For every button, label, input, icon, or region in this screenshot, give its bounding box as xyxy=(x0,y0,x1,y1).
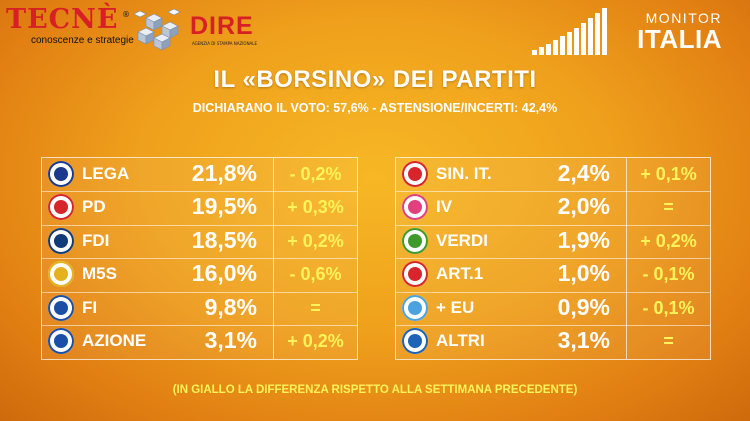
row-separator xyxy=(42,292,357,293)
party-row: M5S 16,0% - 0,6% xyxy=(42,258,357,291)
party-row: AZIONE 3,1% + 0,2% xyxy=(42,325,357,358)
party-name: + EU xyxy=(436,298,475,317)
party-row: FI 9,8% = xyxy=(42,292,357,325)
weekly-change: = xyxy=(663,197,674,217)
party-name: AZIONE xyxy=(82,331,147,350)
weekly-change: = xyxy=(310,298,321,318)
verdi-logo-icon xyxy=(402,228,428,254)
weekly-change: + 0,2% xyxy=(640,231,697,251)
party-share: 1,0% xyxy=(557,260,610,286)
weekly-change: - 0,2% xyxy=(289,164,342,184)
logo-mark xyxy=(54,234,68,248)
party-name: ALTRI xyxy=(436,331,485,350)
chart-subtitle: DICHIARANO IL VOTO: 57,6% - ASTENSIONE/I… xyxy=(192,101,558,115)
row-separator xyxy=(42,258,357,259)
logo-mark xyxy=(408,167,422,181)
row-separator xyxy=(42,325,357,326)
party-row: VERDI 1,9% + 0,2% xyxy=(396,225,710,258)
weekly-change: - 0,6% xyxy=(289,264,342,284)
m5s-logo-icon xyxy=(48,261,74,287)
monitor-italia-logo: MONITOR ITALIA xyxy=(532,8,722,56)
fdi-logo-icon xyxy=(48,228,74,254)
weekly-change: + 0,2% xyxy=(287,331,344,351)
right-results-table: SIN. IT. 2,4% + 0,1% IV 2,0% = VERDI 1,9% + 0,2%… xyxy=(395,157,711,360)
party-row: ALTRI 3,1% = xyxy=(396,325,710,358)
row-separator xyxy=(396,191,710,192)
logo-mark xyxy=(408,200,422,214)
row-separator xyxy=(396,258,710,259)
logo-mark xyxy=(408,334,422,348)
italia-viva-logo-icon xyxy=(402,194,428,220)
party-name: FDI xyxy=(82,231,110,250)
party-row: IV 2,0% = xyxy=(396,191,710,224)
chart-title: IL «BORSINO» DEI PARTITI xyxy=(213,66,537,93)
party-name: SIN. IT. xyxy=(436,164,492,183)
party-name: M5S xyxy=(82,264,117,283)
pd-logo-icon xyxy=(48,194,74,220)
party-name: VERDI xyxy=(436,231,488,250)
weekly-change: + 0,1% xyxy=(640,164,697,184)
logo-mark xyxy=(54,334,68,348)
party-row: SIN. IT. 2,4% + 0,1% xyxy=(396,158,710,191)
cubes-logo-icon xyxy=(133,8,181,51)
weekly-change: + 0,2% xyxy=(287,231,344,251)
registered-mark: ® xyxy=(122,10,130,19)
party-name: LEGA xyxy=(82,164,130,183)
logo-mark xyxy=(408,234,422,248)
tecne-logo-text: TECNÈ xyxy=(6,4,119,35)
dire-tagline: AGENZIA DI STAMPA NAZIONALE xyxy=(192,41,258,46)
fi-logo-icon xyxy=(48,295,74,321)
monitor-label: MONITOR xyxy=(645,10,722,26)
party-name: ART.1 xyxy=(436,264,484,283)
party-name: PD xyxy=(82,197,106,216)
party-row: ART.1 1,0% - 0,1% xyxy=(396,258,710,291)
row-separator xyxy=(42,225,357,226)
party-share: 1,9% xyxy=(557,227,610,253)
header-logos: TECNÈ ® conoscenze e strategie DIRE AGEN… xyxy=(6,4,266,52)
party-row: LEGA 21,8% - 0,2% xyxy=(42,158,357,191)
row-separator xyxy=(396,225,710,226)
azione-logo-icon xyxy=(48,328,74,354)
party-share: 21,8% xyxy=(191,160,257,186)
logo-mark xyxy=(408,301,422,315)
tecne-tagline: conoscenze e strategie xyxy=(31,35,134,46)
row-separator xyxy=(42,191,357,192)
row-separator xyxy=(396,292,710,293)
piu-europa-logo-icon xyxy=(402,295,428,321)
lega-logo-icon xyxy=(48,161,74,187)
weekly-change: + 0,3% xyxy=(287,197,344,217)
party-share: 0,9% xyxy=(557,294,610,320)
footnote: (IN GIALLO LA DIFFERENZA RISPETTO ALLA S… xyxy=(172,384,578,396)
dire-logo-text: DIRE xyxy=(190,12,254,40)
party-row: FDI 18,5% + 0,2% xyxy=(42,225,357,258)
party-share: 9,8% xyxy=(204,294,257,320)
logo-mark xyxy=(54,301,68,315)
party-name: IV xyxy=(436,197,453,216)
italia-label: ITALIA xyxy=(637,24,722,54)
party-share: 16,0% xyxy=(191,260,257,286)
left-results-table: LEGA 21,8% - 0,2% PD 19,5% + 0,3% FDI 18,5% + 0,… xyxy=(41,157,358,360)
articolo1-logo-icon xyxy=(402,261,428,287)
party-row: + EU 0,9% - 0,1% xyxy=(396,292,710,325)
tecne-logo: TECNÈ ® conoscenze e strategie xyxy=(6,4,134,50)
party-name: FI xyxy=(82,298,98,317)
weekly-change: - 0,1% xyxy=(642,298,695,318)
altri-logo-icon xyxy=(402,328,428,354)
weekly-change: - 0,1% xyxy=(642,264,695,284)
party-share: 18,5% xyxy=(191,227,257,253)
party-share: 3,1% xyxy=(204,327,257,353)
logo-mark xyxy=(54,200,68,214)
logo-mark xyxy=(408,267,422,281)
sinistra-italiana-logo-icon xyxy=(402,161,428,187)
party-share: 2,0% xyxy=(557,193,610,219)
weekly-change: = xyxy=(663,331,674,351)
bars-logo-icon xyxy=(532,8,607,55)
party-share: 3,1% xyxy=(557,327,610,353)
row-separator xyxy=(396,325,710,326)
logo-mark xyxy=(54,167,68,181)
party-share: 19,5% xyxy=(191,193,257,219)
party-share: 2,4% xyxy=(557,160,610,186)
logo-mark xyxy=(54,267,68,281)
party-row: PD 19,5% + 0,3% xyxy=(42,191,357,224)
